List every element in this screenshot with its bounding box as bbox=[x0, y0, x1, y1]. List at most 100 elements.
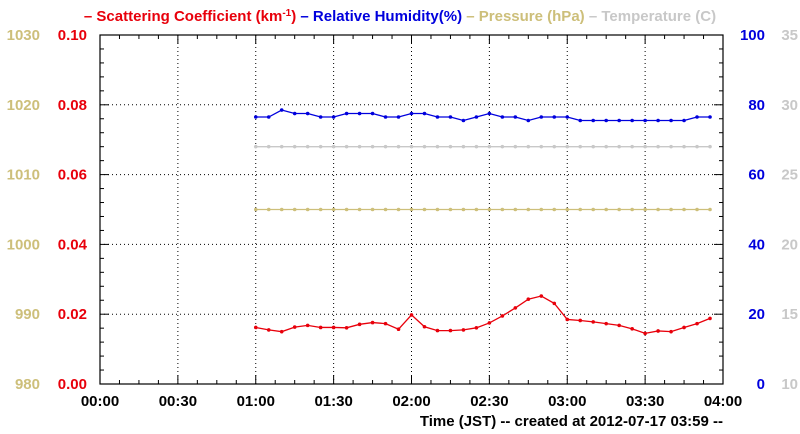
humidity-series-point bbox=[578, 118, 583, 123]
scattering-series-point bbox=[409, 313, 414, 317]
pressure-series-point bbox=[318, 207, 323, 212]
humidity-series-point bbox=[487, 111, 492, 116]
x-tick-label: 02:00 bbox=[392, 393, 430, 410]
legend-entry: – Scattering Coefficient (km bbox=[84, 8, 282, 25]
temperature-series-point bbox=[604, 144, 608, 149]
temperature-series-point bbox=[578, 144, 583, 149]
temperature-series-point bbox=[474, 144, 479, 149]
legend-entry: – Relative Humidity(%) bbox=[296, 8, 462, 25]
humidity-series-point bbox=[435, 115, 440, 119]
scattering-series-point bbox=[370, 320, 375, 325]
scattering-tick-label: 0.10 bbox=[58, 27, 87, 44]
humidity-series-point bbox=[253, 115, 258, 119]
humidity-series-point bbox=[474, 115, 479, 119]
pressure-series-point bbox=[474, 207, 479, 212]
scattering-tick-label: 0.08 bbox=[58, 97, 87, 114]
temperature-series-point bbox=[695, 144, 699, 149]
scattering-series-point bbox=[708, 316, 712, 321]
humidity-series-point bbox=[500, 115, 505, 119]
scattering-series-point bbox=[305, 323, 310, 328]
humidity-series-point bbox=[331, 115, 336, 119]
temperature-series-point bbox=[656, 144, 660, 149]
scattering-series-point bbox=[591, 320, 596, 324]
scattering-series-point bbox=[513, 306, 518, 310]
scattering-tick-label: 0.00 bbox=[58, 376, 87, 393]
scattering-series-point bbox=[617, 323, 621, 328]
pressure-series-point bbox=[448, 207, 453, 212]
humidity-series-point bbox=[695, 115, 699, 119]
humidity-series-point bbox=[409, 111, 414, 116]
temperature-series-point bbox=[526, 144, 531, 149]
scattering-series-point bbox=[487, 321, 492, 325]
humidity-series-point bbox=[461, 118, 466, 123]
pressure-series-point bbox=[370, 207, 375, 212]
temperature-series-point bbox=[305, 144, 310, 149]
x-tick-label: 00:00 bbox=[81, 393, 119, 410]
temperature-series-point bbox=[682, 144, 686, 149]
x-tick-label: 01:30 bbox=[314, 393, 352, 410]
humidity-series-point bbox=[552, 115, 557, 119]
humidity-tick-label: 0 bbox=[757, 376, 765, 393]
humidity-series-point bbox=[448, 115, 453, 119]
pressure-series-point bbox=[539, 207, 544, 212]
temperature-series-point bbox=[500, 144, 505, 149]
temperature-series-point bbox=[643, 144, 647, 149]
humidity-series-point bbox=[630, 118, 634, 123]
pressure-series-point bbox=[695, 207, 699, 212]
scattering-series-point bbox=[682, 325, 686, 330]
scattering-series-point bbox=[318, 325, 323, 330]
temperature-series-point bbox=[266, 144, 271, 149]
pressure-series-point bbox=[643, 207, 647, 212]
pressure-tick-label: 1010 bbox=[7, 167, 40, 184]
scattering-series-point bbox=[357, 322, 362, 327]
pressure-series-point bbox=[591, 207, 596, 212]
temperature-series-point bbox=[448, 144, 453, 149]
legend-entry: – Temperature (C) bbox=[585, 8, 716, 25]
temperature-tick-label: 35 bbox=[781, 27, 798, 44]
humidity-series-point bbox=[344, 111, 349, 116]
pressure-series-point bbox=[669, 207, 673, 212]
temperature-series-point bbox=[539, 144, 544, 149]
temperature-series-point bbox=[552, 144, 557, 149]
scattering-series-point bbox=[266, 328, 271, 332]
humidity-series-point bbox=[708, 115, 712, 119]
temperature-tick-label: 25 bbox=[781, 167, 798, 184]
pressure-series-point bbox=[487, 207, 492, 212]
pressure-series-point bbox=[279, 207, 284, 212]
pressure-series-point bbox=[617, 207, 621, 212]
pressure-tick-label: 1020 bbox=[7, 97, 40, 114]
temperature-series-point bbox=[396, 144, 401, 149]
humidity-series-point bbox=[656, 118, 660, 123]
scattering-series-point bbox=[669, 329, 673, 334]
pressure-series-point bbox=[604, 207, 608, 212]
x-tick-label: 00:30 bbox=[159, 393, 197, 410]
legend-superscript: -1 bbox=[282, 8, 291, 19]
temperature-series-point bbox=[370, 144, 375, 149]
x-tick-label: 02:30 bbox=[470, 393, 508, 410]
humidity-series-point bbox=[279, 108, 284, 112]
pressure-series-point bbox=[565, 207, 570, 212]
humidity-series-point bbox=[539, 115, 544, 119]
pressure-series-point bbox=[578, 207, 583, 212]
scattering-series-point bbox=[344, 326, 349, 330]
humidity-series-point bbox=[643, 118, 647, 123]
temperature-tick-label: 15 bbox=[781, 306, 798, 323]
scattering-series-point bbox=[656, 329, 660, 333]
x-tick-label: 01:00 bbox=[237, 393, 275, 410]
scattering-series-point bbox=[695, 321, 699, 326]
pressure-series-point bbox=[292, 207, 297, 212]
scattering-series-point bbox=[526, 297, 531, 301]
pressure-series-point bbox=[344, 207, 349, 212]
humidity-series-point bbox=[669, 118, 673, 123]
scattering-series-point bbox=[253, 325, 258, 330]
pressure-series-point bbox=[266, 207, 271, 212]
humidity-tick-label: 40 bbox=[748, 236, 765, 253]
temperature-series-point bbox=[617, 144, 621, 149]
temperature-series-point bbox=[591, 144, 596, 149]
x-tick-label: 03:30 bbox=[626, 393, 664, 410]
temperature-series-point bbox=[630, 144, 634, 149]
temperature-series-point bbox=[565, 144, 570, 149]
x-tick-label: 04:00 bbox=[704, 393, 742, 410]
scattering-series-point bbox=[292, 325, 297, 329]
temperature-series-point bbox=[513, 144, 518, 149]
